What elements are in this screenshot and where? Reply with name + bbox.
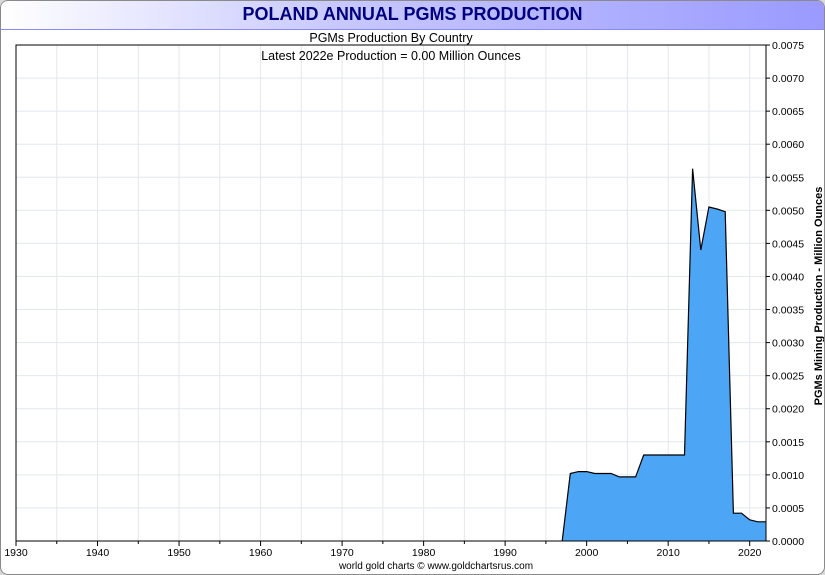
footer-credit: world gold charts © www.goldchartsrus.co… (338, 561, 533, 572)
plot-background (16, 45, 766, 541)
x-tick-label: 1990 (493, 547, 517, 559)
series-line (561, 168, 766, 542)
x-tick-label: 1980 (412, 547, 436, 559)
title-bar: POLAND ANNUAL PGMS PRODUCTION (1, 1, 824, 30)
y-axis-label: PGMs Mining Production - Million Ounces (813, 187, 824, 406)
y-tick-label: 0.0025 (772, 371, 804, 383)
y-tick-label: 0.0065 (772, 106, 804, 118)
y-tick-label: 0.0035 (772, 305, 804, 317)
plot-area (561, 168, 766, 542)
y-tick-label: 0.0050 (772, 205, 804, 217)
x-axis: 1930 1940 1950 1960 1970 1980 1990 2000 2010 2020 (4, 541, 762, 559)
x-tick-label: 2000 (575, 547, 599, 559)
x-tick-label: 1930 (4, 547, 28, 559)
y-tick-label: 0.0005 (772, 503, 804, 515)
y-tick-label: 0.0010 (772, 470, 804, 482)
y-tick-label: 0.0055 (772, 172, 804, 184)
y-tick-label: 0.0020 (772, 404, 804, 416)
y-tick-label: 0.0000 (772, 536, 804, 548)
y-tick-label: 0.0040 (772, 271, 804, 283)
x-tick-label: 1970 (330, 547, 354, 559)
y-tick-label: 0.0015 (772, 437, 804, 449)
y-tick-label: 0.0030 (772, 338, 804, 350)
grid (15, 44, 766, 542)
x-tick-label: 2020 (738, 547, 762, 559)
y-axis: 0.0000 0.0005 0.0010 0.0015 0.0020 0.0025 0.00… (766, 40, 804, 548)
area-fill (562, 168, 766, 541)
y-tick-label: 0.0075 (772, 40, 804, 52)
x-tick-label: 2010 (656, 547, 680, 559)
y-tick-label: 0.0070 (772, 73, 804, 85)
x-tick-label: 1950 (167, 547, 191, 559)
x-tick-label: 1960 (249, 547, 273, 559)
y-tick-label: 0.0045 (772, 238, 804, 250)
plot-border (15, 44, 767, 542)
chart-subtitle: PGMs Production By Country (309, 31, 473, 45)
x-tick-label: 1940 (86, 547, 110, 559)
chart-title: POLAND ANNUAL PGMS PRODUCTION (242, 4, 583, 24)
chart-annotation: Latest 2022e Production = 0.00 Million O… (261, 49, 521, 63)
y-tick-label: 0.0060 (772, 139, 804, 151)
